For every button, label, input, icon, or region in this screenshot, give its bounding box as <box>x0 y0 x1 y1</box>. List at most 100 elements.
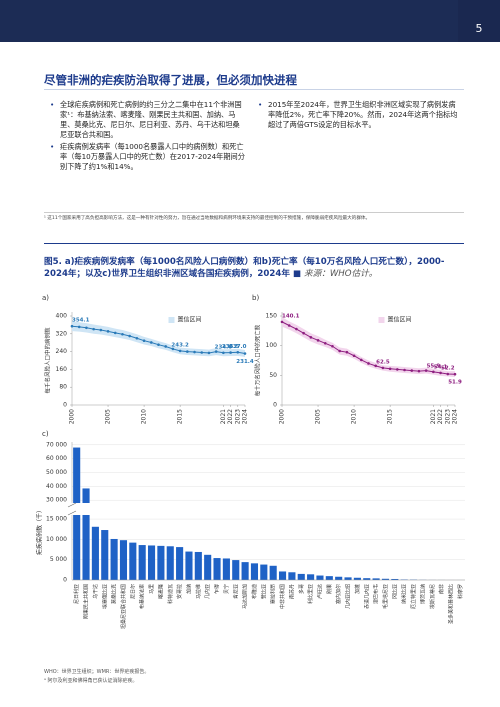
right-column: 2015年至2024年，世界卫生组织非洲区域实现了病例发病率降低2%，死亡率下降… <box>258 100 458 132</box>
x-tick-label: 马达加斯加 <box>242 584 249 609</box>
bar <box>288 572 296 580</box>
point <box>424 369 428 372</box>
point <box>171 347 175 351</box>
value-label: 51.9 <box>448 380 462 386</box>
y-tick-label: 50 <box>269 372 277 379</box>
x-tick-label: 肯尼亚 <box>232 584 239 599</box>
y-tick-label: 50 000 <box>46 469 67 476</box>
y-axis-label: 每十万名风险人口中的死亡数 <box>254 324 262 396</box>
value-label: 54.1 <box>434 364 448 370</box>
bar <box>110 538 118 580</box>
point <box>99 328 103 332</box>
bar <box>307 574 315 580</box>
point <box>453 372 457 376</box>
x-tick-label: 2021 <box>220 409 227 424</box>
value-label: 235.5 <box>222 344 240 350</box>
point <box>352 354 356 358</box>
rule <box>44 89 464 90</box>
bar <box>222 558 230 580</box>
point <box>113 331 117 335</box>
value-label: 234.6 <box>215 344 233 350</box>
x-tick-label: 马拉维 <box>195 584 202 599</box>
x-tick-label: 圣多美和普林西比 <box>447 584 454 624</box>
x-tick-label: 2021 <box>430 409 437 424</box>
y-tick-label: 40 000 <box>46 483 67 490</box>
figure-title-text: 图5. a)疟疾病例发病率（每1000名风险人口病例数）和b)死亡率（每10万名… <box>44 257 445 279</box>
point <box>280 320 284 324</box>
x-tick-label: 加纳 <box>185 584 192 594</box>
bar <box>344 577 352 580</box>
panel-label: a) <box>42 294 49 302</box>
x-tick-label: 2010 <box>141 409 148 424</box>
bar <box>129 542 137 580</box>
x-tick-label: 2005 <box>105 409 112 424</box>
bullet: 疟疾病例发病率（每1000名暴露人口中的病例数）和死亡率（每10万暴露人口中的死… <box>50 142 245 172</box>
y-axis-label: 每千名风险人口中的病例数 <box>44 327 52 394</box>
bar <box>138 545 146 580</box>
bullet: 全球疟疾病例和死亡病例的约三分之二集中在11个非洲国家¹：布基纳法索、喀麦隆、刚… <box>50 100 245 140</box>
point <box>222 351 225 355</box>
x-tick-label: 贝宁 <box>223 584 230 594</box>
y-tick-label: 60 000 <box>46 455 67 462</box>
bar <box>101 530 109 580</box>
x-tick-label: 刚果 <box>326 584 333 594</box>
point <box>77 325 81 329</box>
x-tick-label: 2000 <box>279 409 286 424</box>
point <box>85 326 88 330</box>
x-tick-label: 卢旺达 <box>316 584 323 599</box>
point <box>295 327 298 331</box>
x-tick-label: 科摩罗 <box>457 584 464 599</box>
x-tick-label: 尼日尔 <box>129 584 136 599</box>
y-tick-label: 240 <box>56 348 68 355</box>
x-tick-label: 2022 <box>227 409 234 424</box>
note: WHO：世界卫生组织；WMR：世界疟疾报告。 <box>44 669 150 675</box>
x-tick-label: 中非共和国 <box>279 584 286 609</box>
bar <box>204 554 212 580</box>
x-tick-label: 赤道几内亚 <box>363 584 370 609</box>
x-tick-label: 尼日利亚 <box>73 584 80 604</box>
value-label: 237.0 <box>229 344 247 350</box>
x-tick-label: 冈比亚 <box>391 584 398 599</box>
point <box>359 358 363 362</box>
x-tick-label: 安哥拉 <box>176 584 183 599</box>
x-tick-label: 南苏丹 <box>288 584 295 599</box>
legend-label: 置信区间 <box>178 316 202 324</box>
x-tick-label: 2024 <box>452 409 459 424</box>
x-tick-label: 博茨瓦纳 <box>419 584 426 604</box>
point <box>193 350 196 354</box>
legend-swatch <box>378 317 385 323</box>
y-tick-label: 320 <box>56 330 68 337</box>
point <box>316 339 320 342</box>
point <box>164 345 168 348</box>
point <box>70 324 74 328</box>
figure-source: 来源：WHO估计。 <box>304 269 378 279</box>
point <box>135 336 139 340</box>
bar <box>250 563 259 580</box>
point <box>417 369 421 373</box>
point <box>214 350 218 353</box>
x-tick-label: 刚果民主共和国 <box>83 584 90 619</box>
bar <box>260 564 268 580</box>
bar <box>82 515 90 580</box>
y-tick-label: 400 <box>56 313 68 320</box>
y-tick-label: 15 000 <box>46 516 67 523</box>
value-label: 243.2 <box>171 342 189 348</box>
point <box>121 332 124 336</box>
legend-swatch <box>168 317 175 323</box>
bar <box>185 551 193 580</box>
bar <box>363 578 371 580</box>
x-tick-label: 多哥 <box>298 584 305 594</box>
bar <box>241 562 249 580</box>
point <box>157 343 160 347</box>
x-tick-label: 马里 <box>148 584 155 594</box>
x-tick-label: 南非 <box>438 584 445 594</box>
bar <box>269 565 277 580</box>
bar <box>335 576 343 580</box>
point <box>236 350 240 354</box>
x-tick-label: 2022 <box>437 409 444 424</box>
point <box>106 330 110 333</box>
rule <box>44 243 464 244</box>
bullet: 2015年至2024年，世界卫生组织非洲区域实现了病例发病率降低2%，死亡率下降… <box>258 100 458 130</box>
legend-label: 置信区间 <box>388 316 412 324</box>
